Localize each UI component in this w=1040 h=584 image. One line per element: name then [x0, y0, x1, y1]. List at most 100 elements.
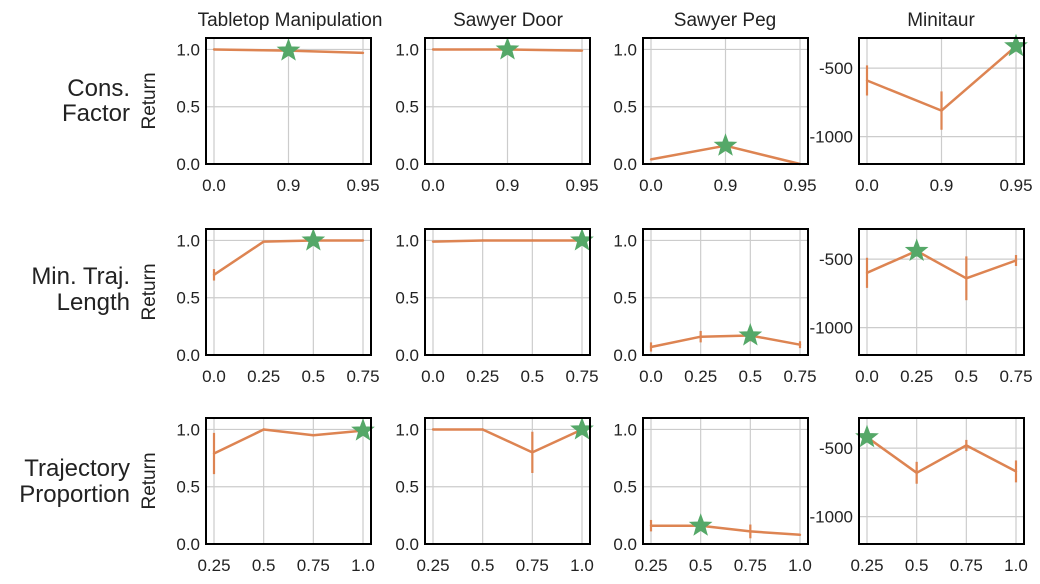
x-tick-label: 1.0 [351, 556, 375, 575]
data-point [531, 451, 534, 454]
x-tick-label: 0.5 [471, 556, 495, 575]
x-tick-label: 0.25 [247, 367, 280, 386]
x-tick-label: 0.75 [346, 367, 379, 386]
y-tick-label: 0.0 [176, 346, 200, 365]
y-tick-label: 0.0 [176, 535, 200, 554]
x-tick-label: 0.25 [634, 556, 667, 575]
axes-frame [205, 228, 372, 356]
y-tick-label: 0.5 [395, 478, 419, 497]
y-tick-label: 0.5 [176, 478, 200, 497]
chart-panel: 0.25 0.5 0.75 1.0 0.0 0.5 1.0 [613, 417, 812, 575]
x-tick-label: 0.25 [900, 367, 933, 386]
data-point [1014, 470, 1018, 473]
axes-frame [205, 37, 372, 165]
row-label: Min. Traj. [31, 263, 130, 290]
x-tick-label: 0.75 [516, 556, 549, 575]
chart-panel: 0.0 0.9 0.95 0.0 0.5 1.0 Return [139, 37, 380, 195]
y-tick-label: 0.0 [613, 155, 637, 174]
x-tick-label: 1.0 [1004, 556, 1028, 575]
series-line [213, 428, 364, 455]
x-tick-label: 0.95 [565, 176, 598, 195]
x-tick-label: 0.0 [202, 176, 226, 195]
column-title: Sawyer Peg [674, 10, 776, 31]
x-tick-label: 0.5 [739, 367, 763, 386]
x-tick-label: 0.0 [202, 367, 226, 386]
axes-frame [424, 228, 591, 356]
y-tick-label: 1.0 [395, 40, 419, 59]
data-point [361, 239, 365, 242]
data-point [649, 345, 653, 349]
axes-frame [424, 417, 591, 545]
row-label: Cons. [67, 75, 130, 102]
row-label: Factor [62, 100, 130, 127]
y-tick-label: 1.0 [176, 420, 200, 439]
data-point [940, 109, 943, 112]
y-tick-label: 1.0 [613, 231, 637, 250]
best-star-marker [713, 133, 738, 156]
y-tick-label: -1000 [810, 508, 853, 527]
data-point [699, 335, 702, 338]
chart-panel: 0.0 0.9 0.95 -1000 -500 [810, 33, 1033, 195]
y-tick-label: 1.0 [613, 420, 637, 439]
axes-frame [858, 37, 1025, 165]
x-tick-label: 0.5 [252, 556, 276, 575]
axes-frame [858, 228, 1025, 356]
x-tick-label: 0.95 [783, 176, 816, 195]
row-label: Length [57, 289, 130, 316]
y-tick-label: 1.0 [395, 420, 419, 439]
y-tick-label: -500 [819, 59, 853, 78]
data-point [361, 51, 365, 55]
x-tick-label: 0.0 [421, 367, 445, 386]
series-line [866, 436, 1017, 475]
x-tick-label: 0.5 [905, 556, 929, 575]
data-point [965, 277, 968, 280]
row-label: Trajectory [24, 455, 130, 482]
x-tick-label: 1.0 [788, 556, 812, 575]
x-tick-label: 0.25 [684, 367, 717, 386]
y-tick-label: 0.0 [395, 155, 419, 174]
y-tick-label: 0.0 [395, 346, 419, 365]
x-tick-label: 0.75 [999, 367, 1032, 386]
data-point [965, 444, 968, 447]
x-tick-label: 0.9 [496, 176, 520, 195]
data-point [312, 433, 315, 437]
x-tick-label: 0.0 [421, 176, 445, 195]
data-point [915, 471, 918, 474]
y-tick-label: 0.0 [395, 535, 419, 554]
x-tick-label: 0.25 [466, 367, 499, 386]
y-tick-label: 1.0 [613, 40, 637, 59]
y-tick-label: -1000 [810, 128, 853, 147]
x-tick-label: 0.75 [783, 367, 816, 386]
x-tick-label: 0.5 [689, 556, 713, 575]
chart-panel: 0.0 0.25 0.5 0.75 0.0 0.5 1.0 [395, 228, 599, 386]
row-label: Proportion [19, 481, 130, 508]
best-star-marker [738, 323, 763, 346]
data-point [531, 239, 534, 242]
data-point [798, 533, 802, 537]
y-axis-label: Return [139, 72, 160, 129]
y-tick-label: 1.0 [176, 231, 200, 250]
x-tick-label: 1.0 [570, 556, 594, 575]
axes-frame [642, 37, 809, 165]
x-tick-label: 0.25 [850, 556, 883, 575]
data-point [798, 343, 802, 346]
x-tick-label: 0.5 [955, 367, 979, 386]
data-point [212, 48, 216, 51]
series-line [432, 239, 582, 243]
y-axis-label: Return [139, 452, 160, 509]
series-line [213, 239, 363, 276]
series-line [433, 428, 583, 454]
chart-panel: 0.0 0.25 0.5 0.75 0.0 0.5 1.0 Return [139, 228, 380, 386]
column-titles: Tabletop Manipulation Sawyer Door Sawyer… [198, 10, 976, 31]
chart-panel: 0.25 0.5 0.75 1.0 0.0 0.5 1.0 Return [139, 417, 375, 575]
y-tick-label: 0.0 [613, 535, 637, 554]
y-tick-label: 0.0 [613, 346, 637, 365]
x-tick-label: 0.75 [297, 556, 330, 575]
data-point [649, 524, 653, 527]
best-star-marker [904, 238, 929, 261]
y-tick-label: 0.5 [176, 289, 200, 308]
data-point [431, 240, 435, 243]
y-tick-label: -500 [819, 250, 853, 269]
